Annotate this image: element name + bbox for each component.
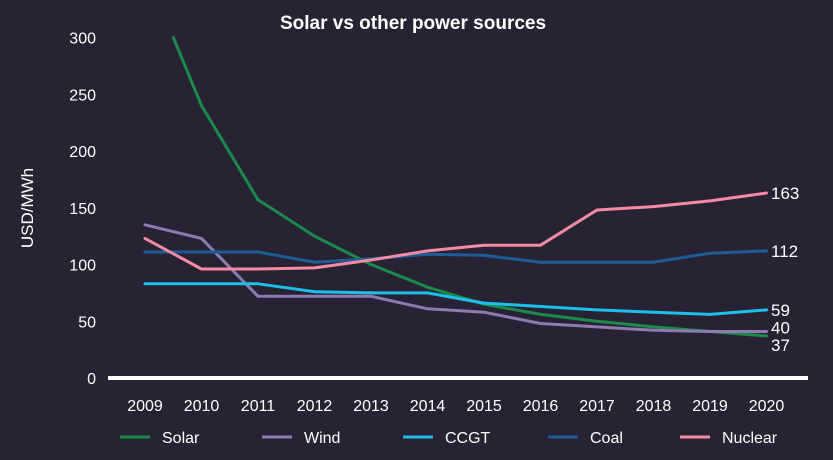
end-label-ccgt: 59 bbox=[771, 301, 790, 320]
y-tick-label: 150 bbox=[69, 201, 96, 218]
series-line-wind bbox=[143, 223, 768, 333]
y-axis-ticks: 0 50 100 150 200 250 300 bbox=[69, 31, 96, 389]
x-tick-label: 2018 bbox=[636, 398, 672, 415]
x-tick-label: 2016 bbox=[523, 398, 559, 415]
x-tick-label: 2010 bbox=[184, 398, 220, 415]
y-tick-label: 100 bbox=[69, 258, 96, 275]
series-line-ccgt bbox=[143, 282, 768, 316]
x-tick-label: 2011 bbox=[241, 398, 276, 415]
x-tick-label: 2015 bbox=[466, 398, 502, 415]
series-line-nuclear bbox=[143, 191, 768, 271]
end-label-solar: 37 bbox=[771, 336, 790, 355]
x-tick-label: 2019 bbox=[692, 398, 728, 415]
legend: Solar Wind CCGT Coal Nuclear bbox=[120, 430, 778, 447]
y-tick-label: 50 bbox=[78, 314, 96, 331]
y-tick-label: 200 bbox=[69, 144, 96, 161]
x-axis-ticks: 2009 2010 2011 2012 2013 2014 2015 2016 2017 2018… bbox=[127, 398, 784, 415]
series-lines bbox=[143, 36, 768, 338]
x-tick-label: 2014 bbox=[410, 398, 446, 415]
legend-label-ccgt: CCGT bbox=[445, 430, 491, 447]
end-label-nuclear: 163 bbox=[771, 184, 799, 203]
x-tick-label: 2013 bbox=[353, 398, 389, 415]
y-tick-label: 300 bbox=[69, 31, 96, 48]
legend-label-wind: Wind bbox=[304, 430, 340, 447]
end-label-wind: 40 bbox=[771, 318, 790, 337]
x-tick-label: 2012 bbox=[297, 398, 333, 415]
chart-title: Solar vs other power sources bbox=[280, 13, 546, 34]
end-label-coal: 112 bbox=[771, 242, 798, 261]
x-tick-label: 2017 bbox=[579, 398, 615, 415]
y-tick-label: 0 bbox=[87, 371, 96, 388]
legend-label-nuclear: Nuclear bbox=[722, 430, 778, 447]
series-line-solar bbox=[171, 36, 768, 338]
legend-label-coal: Coal bbox=[590, 430, 623, 447]
legend-label-solar: Solar bbox=[162, 430, 200, 447]
x-tick-label: 2020 bbox=[749, 398, 785, 415]
y-tick-label: 250 bbox=[69, 87, 96, 104]
y-axis-label: USD/MWh bbox=[18, 168, 37, 248]
series-line-coal bbox=[143, 249, 768, 264]
x-tick-label: 2009 bbox=[127, 398, 163, 415]
